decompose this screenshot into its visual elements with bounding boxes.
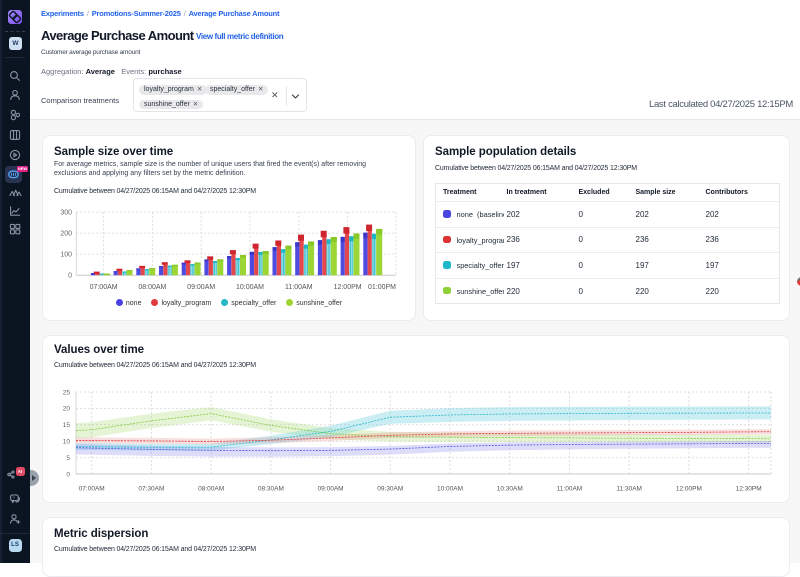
svg-text:08:00AM: 08:00AM bbox=[198, 486, 224, 493]
svg-text:15: 15 bbox=[63, 422, 71, 429]
svg-text:200: 200 bbox=[60, 230, 72, 237]
svg-text:100: 100 bbox=[60, 251, 72, 258]
svg-text:10:00AM: 10:00AM bbox=[437, 486, 463, 493]
svg-text:08:00AM: 08:00AM bbox=[138, 284, 166, 291]
svg-text:09:00AM: 09:00AM bbox=[187, 284, 215, 291]
svg-text:10:30AM: 10:30AM bbox=[497, 486, 523, 493]
svg-text:11:30AM: 11:30AM bbox=[616, 486, 642, 493]
svg-text:07:30AM: 07:30AM bbox=[138, 486, 164, 493]
svg-text:08:30AM: 08:30AM bbox=[258, 486, 284, 493]
svg-text:25: 25 bbox=[63, 389, 71, 396]
svg-text:5: 5 bbox=[66, 455, 70, 462]
svg-text:0: 0 bbox=[66, 471, 70, 478]
svg-text:12:00PM: 12:00PM bbox=[676, 486, 702, 493]
svg-text:09:00AM: 09:00AM bbox=[318, 486, 344, 493]
svg-text:10:00AM: 10:00AM bbox=[236, 284, 264, 291]
svg-text:11:00AM: 11:00AM bbox=[285, 284, 313, 291]
svg-text:0: 0 bbox=[68, 273, 72, 280]
svg-text:12:00PM: 12:00PM bbox=[334, 284, 362, 291]
svg-text:10: 10 bbox=[63, 439, 71, 446]
svg-text:01:00PM: 01:00PM bbox=[368, 284, 396, 291]
svg-text:11:00AM: 11:00AM bbox=[557, 486, 583, 493]
svg-text:07:00AM: 07:00AM bbox=[79, 486, 105, 493]
svg-text:300: 300 bbox=[60, 209, 72, 216]
svg-text:20: 20 bbox=[63, 406, 71, 413]
svg-text:12:30PM: 12:30PM bbox=[736, 486, 762, 493]
svg-text:?: ? bbox=[12, 495, 15, 500]
svg-text:09:30AM: 09:30AM bbox=[377, 486, 403, 493]
svg-text:07:00AM: 07:00AM bbox=[90, 284, 118, 291]
